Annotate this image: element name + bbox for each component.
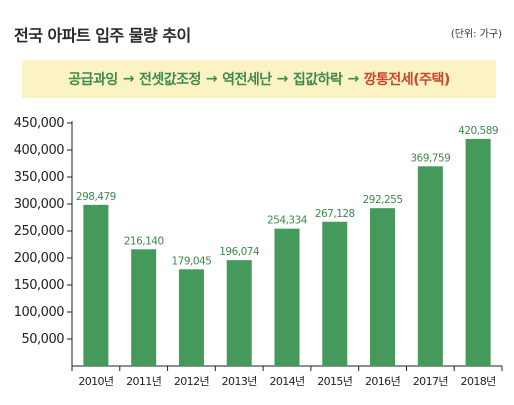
x-tick-label: 2018년 [461, 375, 496, 388]
data-label: 179,045 [171, 255, 211, 267]
x-tick-label: 2011년 [126, 375, 161, 388]
x-tick-label: 2014년 [269, 375, 304, 388]
banner-step-oversupply: 공급과잉 [68, 72, 118, 88]
y-tick-label: 450,000 [14, 116, 64, 131]
y-tick-label: 350,000 [14, 170, 64, 185]
x-tick-label: 2010년 [78, 375, 113, 388]
bar [274, 228, 300, 366]
bar [322, 221, 348, 366]
y-tick-label: 100,000 [14, 305, 64, 320]
bar [131, 249, 157, 366]
banner-step-reverse-jeonse: 역전세난 [222, 72, 272, 88]
bar [226, 260, 252, 366]
data-label: 254,334 [267, 215, 308, 227]
unit-label: (단위: 가구) [450, 29, 502, 40]
data-label: 267,128 [315, 208, 355, 220]
process-banner: 공급과잉 → 전셋값조정 → 역전세난 → 집값하락 → 깡통전세(주택) [22, 60, 496, 98]
data-label: 196,074 [219, 246, 260, 258]
y-tick-label: 200,000 [14, 251, 64, 266]
data-label: 298,479 [76, 191, 116, 203]
data-label: 216,140 [124, 235, 164, 247]
x-tick-label: 2015년 [317, 375, 352, 388]
y-tick-label: 50,000 [22, 332, 65, 347]
bar [465, 138, 491, 366]
x-tick-label: 2013년 [222, 375, 257, 388]
arrow-right-icon: → [205, 71, 218, 87]
y-tick-label: 150,000 [14, 278, 64, 293]
arrow-right-icon: → [347, 71, 359, 87]
bar [417, 166, 443, 366]
bar [83, 204, 109, 366]
y-tick-label: 250,000 [14, 224, 64, 239]
arrow-right-icon: → [276, 71, 289, 87]
data-label: 369,759 [410, 152, 450, 164]
banner-step-jeonse-adjust: 전셋값조정 [139, 72, 201, 88]
x-tick-label: 2012년 [174, 375, 209, 388]
data-label: 292,255 [363, 194, 403, 206]
chart-title: 전국 아파트 입주 물량 추이 [14, 26, 191, 45]
bar [178, 269, 204, 366]
x-tick-label: 2017년 [413, 375, 448, 388]
banner-step-price-drop: 집값하락 [292, 72, 343, 88]
arrow-right-icon: → [122, 71, 135, 87]
data-label: 420,589 [458, 125, 498, 137]
y-tick-label: 300,000 [14, 197, 64, 212]
banner-step-empty-jeonse: 깡통전세(주택) [363, 72, 451, 88]
bar [370, 208, 396, 366]
y-tick-label: 400,000 [14, 143, 64, 158]
x-tick-label: 2016년 [365, 375, 400, 388]
